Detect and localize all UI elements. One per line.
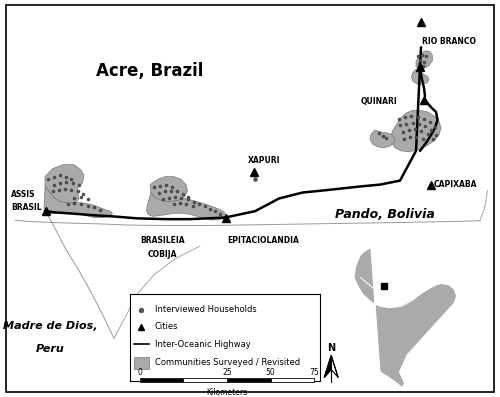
Polygon shape [146,193,226,220]
Text: Communities Surveyed / Revisited: Communities Surveyed / Revisited [154,358,300,367]
Polygon shape [44,187,112,218]
Text: N: N [327,343,336,353]
Polygon shape [324,356,331,377]
Text: ASSIS: ASSIS [11,190,36,199]
Text: Peru: Peru [36,344,64,355]
Text: BRASIL: BRASIL [11,203,42,212]
Text: Inter-Oceanic Highway: Inter-Oceanic Highway [154,340,250,349]
Text: Cities: Cities [154,322,178,331]
Text: XAPURI: XAPURI [248,156,280,165]
Text: BRASILEIA: BRASILEIA [140,236,185,245]
Text: QUINARI: QUINARI [361,97,398,106]
Bar [270,378,314,382]
Text: Madre de Dios,: Madre de Dios, [3,320,97,331]
Polygon shape [150,177,188,202]
Text: Acre, Brazil: Acre, Brazil [96,62,204,81]
Polygon shape [412,69,429,84]
Text: RIO BRANCO: RIO BRANCO [422,37,476,46]
Text: 75: 75 [310,368,319,377]
Bar [134,357,149,369]
Polygon shape [354,248,456,387]
FancyBboxPatch shape [6,5,494,392]
Text: Pando, Bolivia: Pando, Bolivia [335,208,435,221]
Text: 50: 50 [266,368,276,377]
Text: 25: 25 [222,368,232,377]
Text: 0: 0 [137,368,142,377]
Text: Interviewed Households: Interviewed Households [154,305,256,314]
Polygon shape [45,165,84,203]
Polygon shape [331,356,338,377]
Polygon shape [391,110,441,152]
Text: Kilometers: Kilometers [206,387,248,397]
Polygon shape [416,51,432,69]
Bar [183,378,227,382]
Text: EPITACIOLANDIA: EPITACIOLANDIA [228,236,300,245]
Text: CAPIXABA: CAPIXABA [434,180,478,189]
Text: COBIJA: COBIJA [148,250,177,259]
Bar [140,378,314,382]
Polygon shape [370,130,395,148]
